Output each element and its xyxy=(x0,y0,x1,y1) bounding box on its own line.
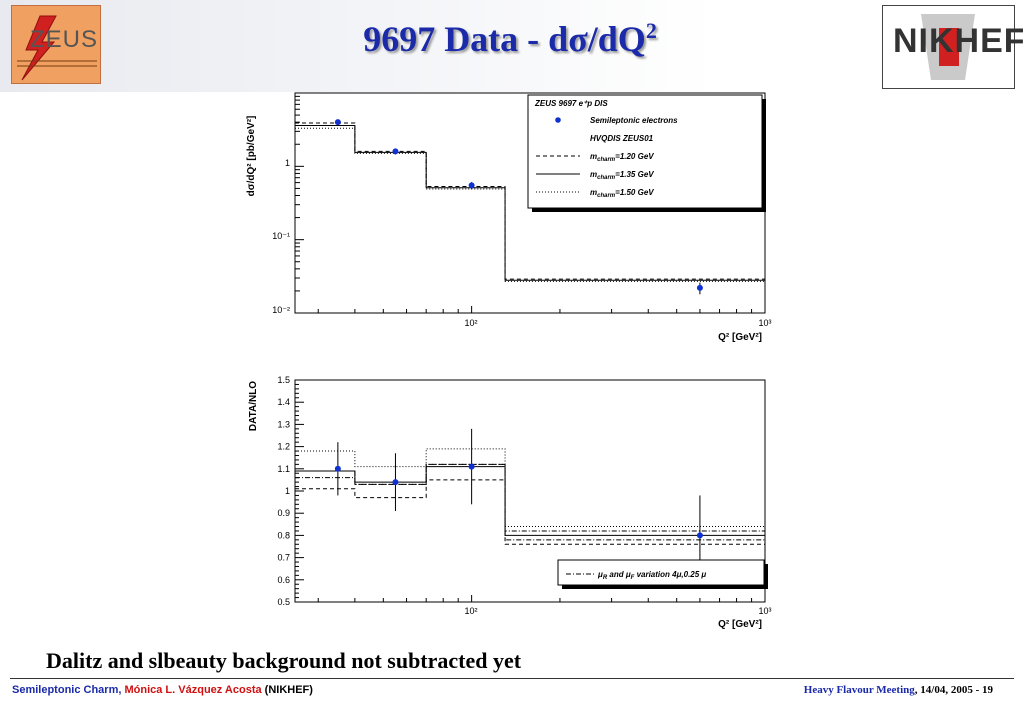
bottom-x-tick-label-100: 10² xyxy=(464,606,477,616)
zeus-logo-text: ZEUS xyxy=(30,26,99,53)
y-tick-label: 0.7 xyxy=(277,553,290,563)
ratio-plot: DATA/NLO Q² [GeV²] 10² 10³ 0.50.60.70.80… xyxy=(248,375,772,630)
data-point xyxy=(334,465,341,472)
bottom-y-axis-label: DATA/NLO xyxy=(248,381,259,431)
top-y-tick-label-1: 1 xyxy=(285,158,290,168)
y-tick-label: 0.6 xyxy=(277,575,290,585)
legend-title: ZEUS 9697 e⁺p DIS xyxy=(534,99,608,108)
top-theory-lines xyxy=(295,122,765,282)
y-tick-label: 1.3 xyxy=(277,419,290,429)
y-tick-label: 0.9 xyxy=(277,508,290,518)
slide-header: ZEUS 9697 Data - dσ/dQ2 NIKHEF xyxy=(0,0,1023,92)
y-tick-label: 1.1 xyxy=(277,464,290,474)
legend-data-label: Semileptonic electrons xyxy=(590,116,678,125)
cross-section-plot: dσ/dQ² [pb/GeV²] Q² [GeV²] 10² 10³ 10⁻² … xyxy=(246,92,772,343)
data-point xyxy=(696,532,703,539)
y-tick-label: 1 xyxy=(285,486,290,496)
top-y-axis-label: dσ/dQ² [pb/GeV²] xyxy=(246,116,257,197)
top-x-tick-label-1000: 10³ xyxy=(758,318,771,328)
y-tick-label: 1.5 xyxy=(277,375,290,385)
top-data-points xyxy=(334,119,703,295)
legend-entry-3: mcharm=1.50 GeV xyxy=(590,188,654,199)
top-x-tick-label-100: 10² xyxy=(464,318,477,328)
bottom-axis-ticks xyxy=(295,379,766,603)
data-point xyxy=(392,479,399,486)
nikhef-logo: NIKHEF xyxy=(882,5,1023,89)
nikhef-logo-text: NIKHEF xyxy=(893,22,1023,60)
bottom-x-tick-label-1000: 10³ xyxy=(758,606,771,616)
bottom-legend-label: μR and μF variation 4μ,0.25 μ xyxy=(597,570,706,581)
legend-theory-label: HVQDIS ZEUS01 xyxy=(590,134,654,143)
footer-left: Semileptonic Charm, Mónica L. Vázquez Ac… xyxy=(12,684,313,696)
y-tick-label: 1.4 xyxy=(277,397,290,407)
top-x-axis-label: Q² [GeV²] xyxy=(718,332,762,343)
y-tick-label: 1.2 xyxy=(277,442,290,452)
legend-entry-2: mcharm=1.35 GeV xyxy=(590,170,654,181)
top-y-tick-label-0.1: 10⁻¹ xyxy=(272,231,290,241)
footer-right: Heavy Flavour Meeting, 14/04, 2005 - 19 xyxy=(803,684,993,696)
lightning-icon xyxy=(17,15,97,81)
data-point xyxy=(468,463,475,470)
data-point xyxy=(334,119,341,126)
data-point xyxy=(392,148,399,155)
y-tick-label: 0.8 xyxy=(277,530,290,540)
bottom-x-axis-label: Q² [GeV²] xyxy=(718,619,762,630)
theory-line xyxy=(295,127,765,282)
page-title: 9697 Data - dσ/dQ2 xyxy=(363,18,657,59)
legend-data-marker xyxy=(555,117,561,123)
bottom-theory-lines xyxy=(295,448,765,545)
zeus-logo: ZEUS xyxy=(11,5,101,84)
y-tick-label: 0.5 xyxy=(277,597,290,607)
slide-subtitle: Dalitz and slbeauty background not subtr… xyxy=(46,648,522,673)
legend-entry-1: mcharm=1.20 GeV xyxy=(590,152,654,163)
bottom-y-tick-labels: 0.5 0.6 0.7 0.8 0.9 1 1.1 1.2 1.3 1.4 1.5 xyxy=(277,375,290,607)
top-legend xyxy=(527,94,763,209)
top-axis-ticks xyxy=(295,95,766,314)
bottom-legend xyxy=(557,559,765,586)
plot-area: dσ/dQ² [pb/GeV²] Q² [GeV²] 10² 10³ 10⁻² … xyxy=(246,92,772,630)
nikhef-emblem-icon xyxy=(921,14,975,80)
data-point xyxy=(468,182,475,189)
top-y-tick-label-0.01: 10⁻² xyxy=(272,305,290,315)
theory-line xyxy=(295,463,765,541)
data-point xyxy=(696,284,703,291)
footer-divider xyxy=(10,678,1014,679)
theory-line xyxy=(295,125,765,281)
